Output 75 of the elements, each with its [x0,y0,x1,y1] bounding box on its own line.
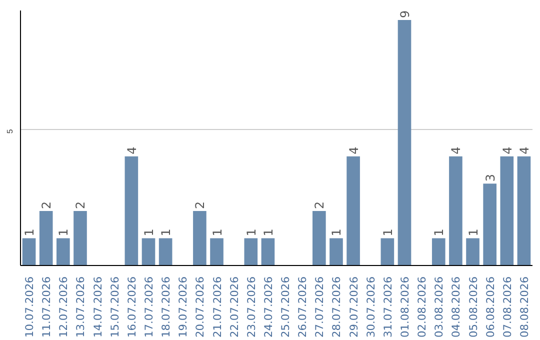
data-label: 1 [22,228,37,236]
x-tick-label: 12.07.2026 [57,276,70,338]
bar [22,238,36,266]
bar [500,156,514,266]
data-label: 1 [159,228,174,236]
bar [380,238,394,266]
bar [158,238,172,266]
bar [244,238,258,266]
bar [193,210,206,266]
x-tick-label: 01.08.2026 [398,276,412,338]
x-tick-label: 02.08.2026 [416,276,429,338]
data-label: 2 [40,201,54,209]
x-tick-label: 04.08.2026 [450,276,463,338]
data-label: 1 [210,228,224,236]
x-tick-label: 14.07.2026 [91,276,104,338]
x-tick-label: 30.07.2026 [364,276,378,338]
data-label: 9 [398,10,412,18]
x-tick-label: 03.08.2026 [432,276,446,338]
x-tick-label: 05.08.2026 [466,276,480,338]
x-tick-label: 19.07.2026 [176,276,190,338]
x-tick-label: 16.07.2026 [125,276,138,338]
data-label: 2 [193,201,208,209]
x-tick-label: 31.07.2026 [381,276,394,338]
x-tick-label: 20.07.2026 [194,276,207,338]
x-tick-label: 18.07.2026 [160,276,173,338]
bar [210,238,224,266]
bar [449,156,462,266]
bar [432,238,446,266]
data-label: 2 [74,201,88,209]
x-tick-label: 11.07.2026 [40,276,54,338]
bar [312,210,326,266]
bar [398,20,412,266]
bar [124,156,138,266]
data-label: 1 [330,228,344,236]
bar [483,184,496,266]
data-label: 1 [380,228,395,236]
bar [74,210,87,266]
x-tick-label: 06.08.2026 [484,276,497,338]
x-tick-label: 22.07.2026 [228,276,241,338]
bar [517,156,531,266]
data-label: 1 [142,228,156,236]
data-label: 4 [500,146,514,154]
data-label: 4 [124,146,139,154]
x-tick-label: 17.07.2026 [142,276,156,338]
data-label: 1 [56,228,71,236]
bar [142,238,156,266]
y-tick-label: 5 [6,128,14,134]
data-label: 2 [312,201,327,209]
data-label: 4 [449,146,464,154]
data-label: 1 [244,228,258,236]
x-tick-label: 10.07.2026 [23,276,36,338]
data-label: 4 [346,146,361,154]
x-tick-label: 23.07.2026 [244,276,258,338]
x-tick-label: 27.07.2026 [313,276,326,338]
x-tick-label: 15.07.2026 [108,276,122,338]
x-tick-label: 07.08.2026 [500,276,514,338]
data-label: 3 [483,174,498,182]
x-tick-label: 26.07.2026 [296,276,310,338]
bar [39,210,53,266]
x-tick-label: 25.07.2026 [279,276,292,338]
data-label: 1 [261,228,276,236]
data-label: 4 [517,146,532,154]
bar [330,238,343,266]
x-tick-label: 29.07.2026 [347,276,360,338]
bar [466,238,480,266]
bar [346,156,360,266]
data-label: 1 [432,228,446,236]
x-tick-label: 21.07.2026 [210,276,224,338]
bar [261,238,275,266]
bar [56,238,70,266]
x-tick-label: 24.07.2026 [262,276,275,338]
x-tick-label: 13.07.2026 [74,276,88,338]
x-tick-label: 28.07.2026 [330,276,344,338]
x-tick-label: 08.08.2026 [518,276,531,338]
data-label: 1 [466,228,480,236]
